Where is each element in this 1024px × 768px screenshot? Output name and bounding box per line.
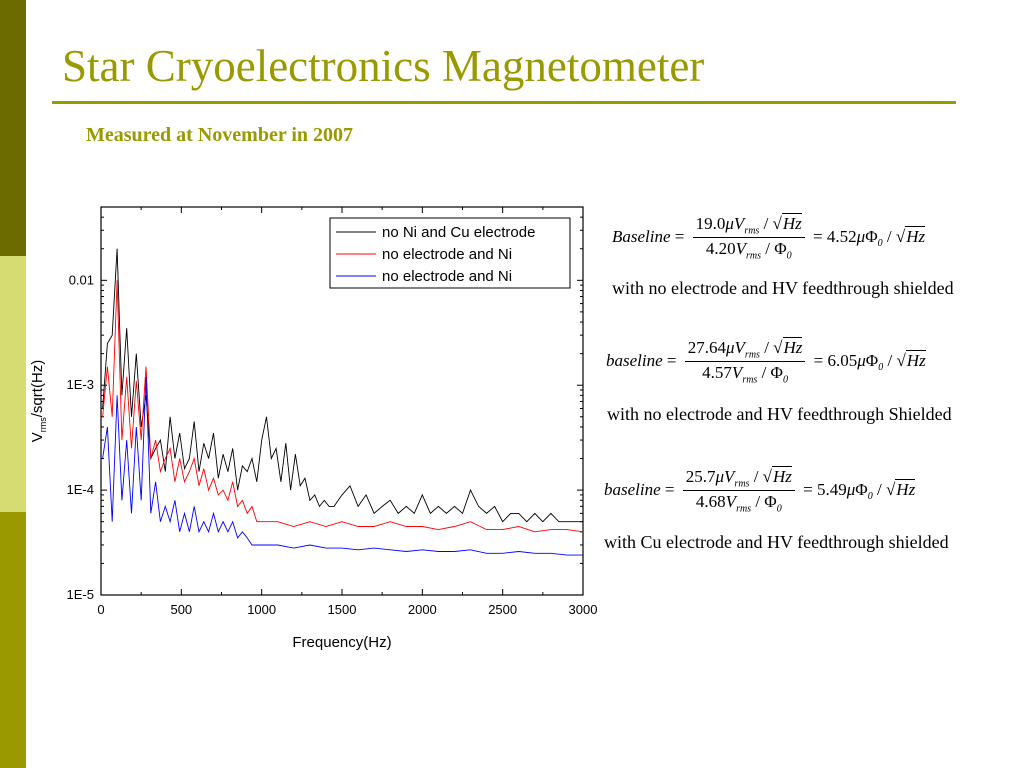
x-tick-label-2: 1000 (247, 602, 276, 617)
legend-label-2: no electrode and Ni (382, 268, 512, 285)
equation-2-result: 6.05 (827, 350, 858, 370)
y-tick-label-3: 0.01 (69, 272, 94, 287)
title-underline (52, 101, 956, 104)
equation-3-fraction: 25.7μVrms / √Hz 4.68Vrms / Φ0 (682, 466, 795, 515)
y-tick-label-0: 1E-5 (67, 587, 94, 602)
equation-2: baseline = 27.64μVrms / √Hz 4.57Vrms / Φ… (606, 337, 926, 386)
equation-3-caption: with Cu electrode and HV feedthrough shi… (604, 532, 949, 552)
x-tick-label-5: 2500 (488, 602, 517, 617)
equation-2-numerator: 27.64 (687, 338, 726, 357)
sidebar-dark-band (0, 0, 26, 256)
series-line-2 (102, 376, 583, 556)
slide-subtitle: Measured at November in 2007 (86, 124, 354, 146)
equation-2-lhs: baseline (606, 350, 663, 370)
x-tick-label-3: 1500 (328, 602, 357, 617)
equation-1-numerator: 19.0 (695, 214, 726, 233)
equation-1-denominator: 4.20 (705, 239, 736, 259)
equation-1-caption: with no electrode and HV feedthrough shi… (612, 278, 954, 298)
x-tick-label-4: 2000 (408, 602, 437, 617)
y-tick-label-2: 1E-3 (67, 377, 94, 392)
series-line-0 (102, 248, 583, 523)
legend-label-1: no electrode and Ni (382, 246, 512, 263)
y-axis-label: Vrms/sqrt(Hz) (29, 360, 48, 443)
equation-3: baseline = 25.7μVrms / √Hz 4.68Vrms / Φ0… (604, 466, 916, 515)
equation-2-denominator: 4.57 (702, 363, 732, 383)
slide-title: Star Cryoelectronics Magnetometer (62, 41, 705, 91)
x-tick-label-6: 3000 (569, 602, 598, 617)
equation-1-lhs: Baseline (612, 226, 671, 246)
equation-1: Baseline = 19.0μVrms / √Hz 4.20Vrms / Φ0… (612, 213, 926, 262)
noise-spectrum-chart: 0 500 1000 1500 2000 2500 3000 1E-5 1E-4 1E-3 0.01… (29, 206, 598, 651)
equation-3-denominator: 4.68 (695, 492, 726, 512)
sidebar-light-band (0, 256, 26, 512)
equation-2-fraction: 27.64μVrms / √Hz 4.57Vrms / Φ0 (684, 337, 806, 386)
equation-3-result: 5.49 (817, 479, 847, 499)
y-tick-label-1: 1E-4 (67, 482, 94, 497)
equation-1-result: 4.52 (826, 226, 857, 246)
equation-3-lhs: baseline (604, 479, 661, 499)
equation-1-fraction: 19.0μVrms / √Hz 4.20Vrms / Φ0 (692, 213, 805, 262)
sidebar-mid-band (0, 512, 26, 768)
equation-2-caption: with no electrode and HV feedthrough Shi… (607, 404, 952, 424)
legend-label-0: no Ni and Cu electrode (382, 224, 535, 241)
x-tick-label-0: 0 (97, 602, 104, 617)
equation-3-numerator: 25.7 (685, 467, 716, 486)
x-axis-label: Frequency(Hz) (292, 634, 391, 651)
x-tick-label-1: 500 (170, 602, 192, 617)
series-line-1 (102, 280, 584, 533)
